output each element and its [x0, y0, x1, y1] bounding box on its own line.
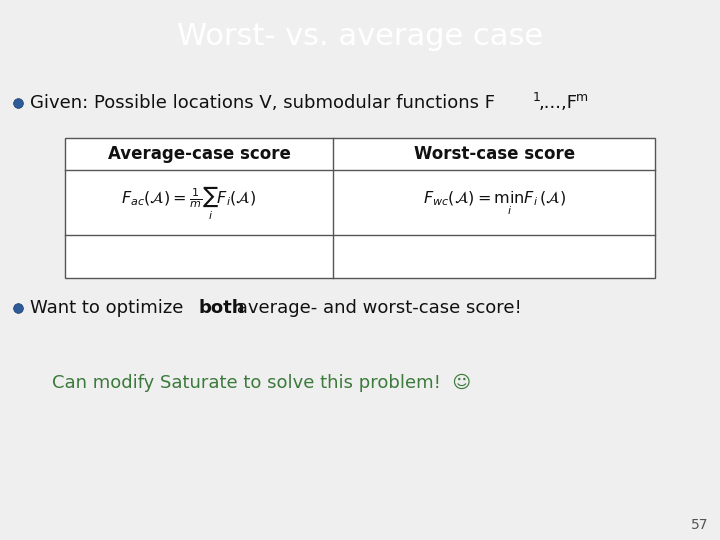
Text: 57: 57	[690, 518, 708, 532]
Text: Average-case score: Average-case score	[108, 145, 291, 163]
Text: average- and worst-case score!: average- and worst-case score!	[231, 299, 522, 317]
Text: $F_{wc}(\mathcal{A}) = \min_i F_i(\mathcal{A})$: $F_{wc}(\mathcal{A}) = \min_i F_i(\mathc…	[423, 189, 566, 217]
Text: 1: 1	[533, 91, 541, 104]
Text: Worst- vs. average case: Worst- vs. average case	[177, 22, 543, 51]
Text: Can modify Saturate to solve this problem!  ☺: Can modify Saturate to solve this proble…	[52, 374, 471, 392]
Text: ,...,F: ,...,F	[539, 94, 578, 112]
Text: Want to optimize: Want to optimize	[30, 299, 189, 317]
Text: Given: Possible locations V, submodular functions F: Given: Possible locations V, submodular …	[30, 94, 495, 112]
Text: Worst-case score: Worst-case score	[414, 145, 575, 163]
Text: m: m	[576, 91, 588, 104]
Text: $F_{ac}(\mathcal{A}) = \frac{1}{m}\sum_i F_i(\mathcal{A})$: $F_{ac}(\mathcal{A}) = \frac{1}{m}\sum_i…	[122, 184, 257, 221]
Text: both: both	[198, 299, 245, 317]
Bar	[65, 138, 655, 278]
